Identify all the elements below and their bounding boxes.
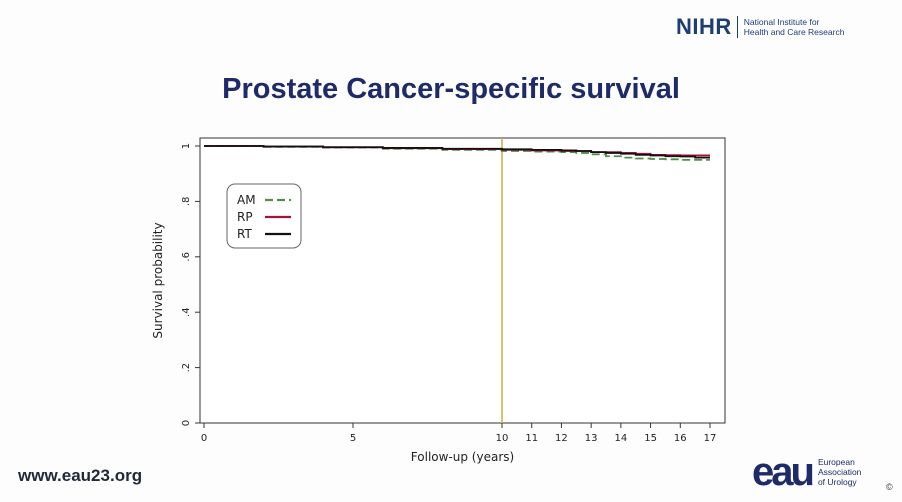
eau-line-3: of Urology xyxy=(817,477,857,487)
legend-label-rt: RT xyxy=(237,227,252,241)
x-tick-label-6: 14 xyxy=(614,433,627,444)
nihr-divider xyxy=(736,16,738,38)
y-tick-label-4: .8 xyxy=(181,197,192,207)
x-tick-label-2: 10 xyxy=(496,433,509,444)
x-axis-label: Follow-up (years) xyxy=(411,450,514,464)
y-tick-label-0: 0 xyxy=(181,420,192,426)
x-tick-label-9: 17 xyxy=(704,433,717,444)
y-tick-label-3: .6 xyxy=(181,252,192,262)
eau-mark: eau xyxy=(752,450,815,494)
eau-text: European Association of Urology xyxy=(818,457,861,487)
website-link[interactable]: www.eau23.org xyxy=(18,466,143,485)
copyright-mark: © xyxy=(886,482,893,492)
series-line-rt xyxy=(204,145,710,159)
header-bar: NIHR National Institute for Health and C… xyxy=(0,0,902,64)
x-tick-label-8: 16 xyxy=(674,433,687,444)
y-axis-label: Survival probability xyxy=(151,222,165,338)
x-tick-label-3: 11 xyxy=(525,433,538,444)
x-tick-label-7: 15 xyxy=(644,433,657,444)
slide-title: Prostate Cancer-specific survival xyxy=(222,73,680,105)
nihr-line-2: Health and Care Research xyxy=(743,27,845,37)
x-tick-label-0: 0 xyxy=(201,433,207,444)
eau-line-1: European xyxy=(817,457,855,467)
x-tick-label-1: 5 xyxy=(350,433,356,444)
nihr-text: National Institute for Health and Care R… xyxy=(744,17,845,37)
eau-logo: eau European Association of Urology xyxy=(752,452,861,492)
legend-label-am: AM xyxy=(237,193,256,207)
legend-label-rp: RP xyxy=(237,210,253,224)
y-tick-label-5: 1 xyxy=(181,143,192,149)
y-tick-label-2: .4 xyxy=(181,307,192,317)
y-tick-label-1: .2 xyxy=(181,363,192,373)
plot-frame xyxy=(199,137,726,424)
nihr-logo: NIHR National Institute for Health and C… xyxy=(676,14,844,40)
nihr-line-1: National Institute for xyxy=(743,17,820,27)
x-tick-label-5: 13 xyxy=(585,433,598,444)
nihr-mark: NIHR xyxy=(676,14,732,39)
eau-line-2: Association xyxy=(817,467,862,477)
x-tick-label-4: 12 xyxy=(555,433,568,444)
